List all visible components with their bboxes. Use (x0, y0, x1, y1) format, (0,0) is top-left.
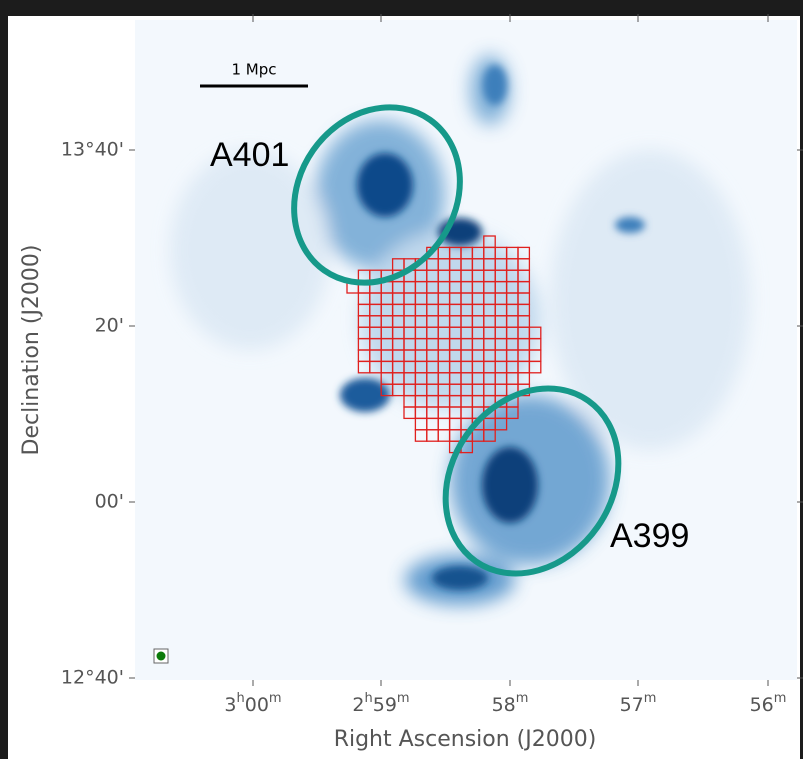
a399-ellipse (442, 385, 622, 577)
y-tick-label: 20' (95, 315, 124, 337)
tick-part: 3 (224, 694, 236, 716)
tick-part: 57 (620, 694, 644, 716)
tick-part: 58 (492, 694, 516, 716)
a401-ellipse (291, 104, 463, 286)
x-tick-label: 58m (492, 691, 529, 716)
tick-part: 56 (750, 694, 774, 716)
tick-part: 2 (352, 694, 364, 716)
tick-part: m (774, 691, 787, 706)
y-tick-label: 12°40' (61, 667, 124, 689)
grid-cell (494, 417, 508, 431)
tick-part: 59 (373, 694, 397, 716)
grid-cell (528, 360, 542, 374)
cluster-label: A401 (210, 136, 289, 174)
y-tick-label: 00' (95, 491, 124, 513)
tick-part: 00 (245, 694, 269, 716)
grid-cell (505, 406, 519, 420)
x-tick-label: 56m (750, 691, 787, 716)
x-tick-label: 57m (620, 691, 657, 716)
x-tick-label: 3h00m (224, 691, 281, 716)
beam (156, 651, 166, 661)
tick-part: m (644, 691, 657, 706)
scale-bar-label: 1 Mpc (231, 61, 276, 79)
tick-part: m (516, 691, 529, 706)
tick-part: h (364, 691, 372, 706)
red-grid (346, 235, 542, 454)
y-axis-label: Declination (J2000) (19, 245, 44, 456)
tick-part: h (236, 691, 244, 706)
grid-cell (483, 429, 496, 442)
tick-part: m (269, 691, 282, 706)
x-axis-label: Right Ascension (J2000) (334, 727, 597, 752)
cluster-label: A399 (610, 517, 689, 555)
y-tick-label: 13°40' (61, 139, 124, 161)
tick-part: m (397, 691, 410, 706)
radio-emission (170, 55, 750, 605)
x-tick-label: 2h59m (352, 691, 409, 716)
